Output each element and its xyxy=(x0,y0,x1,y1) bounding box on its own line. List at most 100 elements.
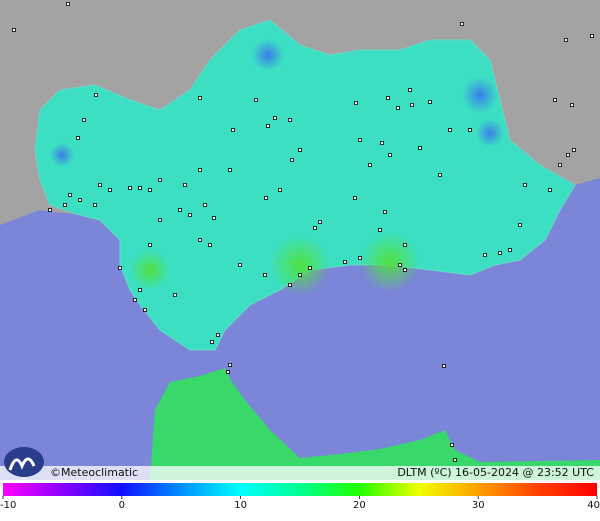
morocco xyxy=(150,368,600,480)
station xyxy=(93,203,97,207)
station xyxy=(318,220,322,224)
andalusia xyxy=(34,19,576,351)
station xyxy=(468,128,472,132)
station xyxy=(148,243,152,247)
station xyxy=(76,136,80,140)
station xyxy=(108,188,112,192)
station xyxy=(353,196,357,200)
station xyxy=(343,260,347,264)
station xyxy=(383,210,387,214)
scale-tick-label: 20 xyxy=(353,500,366,511)
station xyxy=(553,98,557,102)
station xyxy=(566,153,570,157)
logo-mark xyxy=(8,457,36,471)
station xyxy=(408,88,412,92)
station xyxy=(48,208,52,212)
station xyxy=(183,183,187,187)
scale-tick-label: 0 xyxy=(119,500,125,511)
station xyxy=(358,138,362,142)
station xyxy=(68,193,72,197)
station xyxy=(198,238,202,242)
scale-tick-label: 10 xyxy=(234,500,247,511)
station xyxy=(198,168,202,172)
station xyxy=(128,186,132,190)
station xyxy=(438,173,442,177)
station xyxy=(298,273,302,277)
cold-spot xyxy=(476,119,504,147)
station xyxy=(231,128,235,132)
station xyxy=(210,340,214,344)
station xyxy=(188,213,192,217)
station xyxy=(453,458,457,462)
station xyxy=(368,163,372,167)
station xyxy=(428,100,432,104)
station xyxy=(398,263,402,267)
color-scale xyxy=(3,483,597,496)
station xyxy=(290,158,294,162)
station xyxy=(133,298,137,302)
caption-bar xyxy=(0,466,600,481)
station xyxy=(266,124,270,128)
station xyxy=(558,163,562,167)
station xyxy=(403,268,407,272)
cold-spot xyxy=(50,143,74,167)
station xyxy=(498,251,502,255)
station xyxy=(238,263,242,267)
station xyxy=(212,216,216,220)
station xyxy=(483,253,487,257)
station xyxy=(380,141,384,145)
station xyxy=(158,218,162,222)
scale-tick-label: 40 xyxy=(587,500,600,511)
cold-spot xyxy=(252,39,284,71)
sea xyxy=(0,178,600,480)
warm-spot xyxy=(360,232,420,292)
station xyxy=(378,228,382,232)
warm-spot xyxy=(270,235,330,295)
station xyxy=(572,148,576,152)
station xyxy=(78,198,82,202)
station xyxy=(173,293,177,297)
station xyxy=(386,96,390,100)
station xyxy=(564,38,568,42)
station xyxy=(63,203,67,207)
station xyxy=(66,2,70,6)
station xyxy=(354,101,358,105)
station xyxy=(298,148,302,152)
station xyxy=(450,443,454,447)
station xyxy=(523,183,527,187)
station xyxy=(358,256,362,260)
station xyxy=(263,273,267,277)
station xyxy=(460,22,464,26)
scale-tick-label: 30 xyxy=(472,500,485,511)
station xyxy=(178,208,182,212)
station xyxy=(226,370,230,374)
station xyxy=(388,153,392,157)
station xyxy=(216,333,220,337)
station xyxy=(442,364,446,368)
station xyxy=(198,96,202,100)
station xyxy=(278,188,282,192)
station xyxy=(448,128,452,132)
station xyxy=(98,183,102,187)
station xyxy=(148,188,152,192)
station xyxy=(228,363,232,367)
station xyxy=(273,116,277,120)
station xyxy=(288,118,292,122)
station xyxy=(138,288,142,292)
station xyxy=(548,188,552,192)
station xyxy=(118,266,122,270)
brand: ©Meteoclimatic xyxy=(50,466,138,479)
station xyxy=(418,146,422,150)
station xyxy=(313,226,317,230)
station xyxy=(410,103,414,107)
station xyxy=(228,168,232,172)
stations xyxy=(12,2,594,462)
station xyxy=(288,283,292,287)
caption: DLTM (ºC) 16-05-2024 @ 23:52 UTC xyxy=(397,466,594,479)
station xyxy=(570,103,574,107)
station xyxy=(308,266,312,270)
station xyxy=(590,34,594,38)
warm-spot xyxy=(130,250,170,290)
